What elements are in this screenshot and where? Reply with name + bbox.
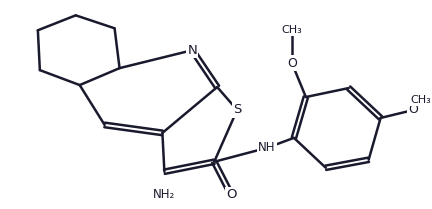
Text: CH₃: CH₃ <box>282 25 302 35</box>
Text: CH₃: CH₃ <box>410 95 431 105</box>
Text: O: O <box>287 57 297 70</box>
Text: S: S <box>233 103 241 116</box>
Text: NH₂: NH₂ <box>153 188 175 201</box>
Text: NH: NH <box>258 141 276 154</box>
Text: O: O <box>226 188 236 201</box>
Text: N: N <box>187 44 197 57</box>
Text: O: O <box>409 103 419 116</box>
